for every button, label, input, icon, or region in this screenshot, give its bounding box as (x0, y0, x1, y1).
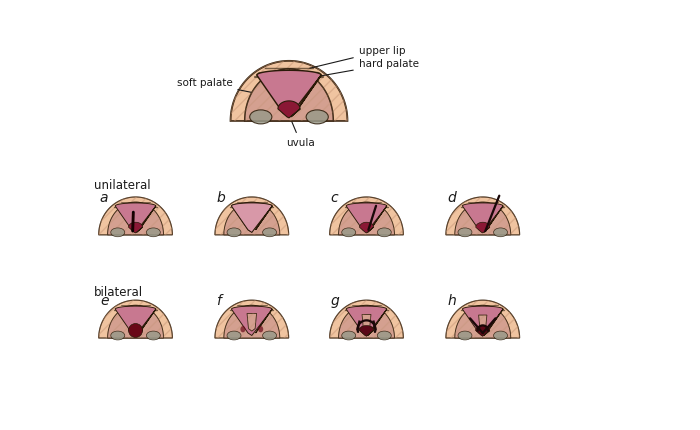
Ellipse shape (111, 331, 125, 340)
Polygon shape (215, 197, 288, 235)
Text: b: b (216, 191, 225, 205)
Ellipse shape (247, 203, 250, 207)
Ellipse shape (342, 228, 356, 237)
Polygon shape (245, 69, 333, 121)
Polygon shape (257, 70, 321, 117)
Ellipse shape (258, 326, 263, 332)
Ellipse shape (458, 331, 472, 340)
Ellipse shape (129, 323, 143, 338)
Polygon shape (99, 300, 172, 338)
Polygon shape (360, 326, 374, 336)
Text: g: g (331, 294, 340, 308)
Ellipse shape (262, 228, 276, 237)
Polygon shape (132, 213, 134, 230)
Ellipse shape (131, 203, 134, 207)
Ellipse shape (362, 307, 365, 310)
Ellipse shape (281, 71, 286, 77)
Ellipse shape (494, 331, 508, 340)
Polygon shape (247, 313, 257, 331)
Polygon shape (446, 197, 519, 235)
Ellipse shape (377, 331, 391, 340)
Polygon shape (232, 203, 272, 232)
Polygon shape (224, 305, 280, 338)
Ellipse shape (262, 331, 276, 340)
Polygon shape (99, 197, 172, 235)
Ellipse shape (484, 307, 487, 310)
Polygon shape (215, 300, 288, 338)
Polygon shape (232, 203, 272, 232)
Text: upper lip: upper lip (310, 46, 405, 68)
Polygon shape (476, 326, 490, 336)
Polygon shape (346, 306, 387, 335)
Ellipse shape (494, 228, 508, 237)
Ellipse shape (253, 307, 257, 310)
Polygon shape (463, 203, 503, 232)
Polygon shape (476, 326, 490, 336)
Polygon shape (463, 306, 503, 335)
Polygon shape (116, 203, 156, 232)
Ellipse shape (306, 110, 328, 124)
Ellipse shape (478, 307, 481, 310)
Text: h: h (447, 294, 456, 308)
Ellipse shape (478, 203, 481, 207)
Ellipse shape (227, 228, 241, 237)
Ellipse shape (368, 203, 371, 207)
Polygon shape (479, 315, 487, 330)
Ellipse shape (131, 307, 134, 310)
Polygon shape (346, 203, 387, 232)
Polygon shape (360, 326, 374, 336)
Text: a: a (100, 191, 108, 205)
Polygon shape (129, 326, 143, 336)
Polygon shape (339, 202, 395, 235)
Text: bilateral: bilateral (94, 286, 143, 299)
Text: soft palate: soft palate (176, 78, 266, 95)
Polygon shape (330, 197, 403, 235)
Ellipse shape (137, 203, 140, 207)
Polygon shape (230, 61, 347, 121)
Polygon shape (232, 306, 272, 335)
Text: c: c (331, 191, 339, 205)
Ellipse shape (368, 307, 371, 310)
Polygon shape (455, 202, 511, 235)
Polygon shape (476, 222, 490, 233)
Ellipse shape (137, 307, 140, 310)
Polygon shape (116, 306, 156, 335)
Polygon shape (339, 305, 395, 338)
Ellipse shape (146, 331, 160, 340)
Text: f: f (216, 294, 221, 308)
Text: d: d (447, 191, 456, 205)
Ellipse shape (362, 203, 365, 207)
Ellipse shape (377, 228, 391, 237)
Polygon shape (129, 222, 143, 233)
Text: e: e (100, 294, 108, 308)
Polygon shape (330, 300, 403, 338)
Text: uvula: uvula (286, 117, 315, 148)
Text: unilateral: unilateral (94, 178, 150, 192)
Ellipse shape (247, 307, 250, 310)
Polygon shape (108, 305, 164, 338)
Ellipse shape (458, 228, 472, 237)
Polygon shape (446, 300, 519, 338)
Ellipse shape (342, 331, 356, 340)
Polygon shape (108, 202, 164, 235)
Ellipse shape (484, 203, 487, 207)
Ellipse shape (253, 203, 257, 207)
Ellipse shape (250, 110, 272, 124)
Ellipse shape (291, 71, 297, 77)
Ellipse shape (227, 331, 241, 340)
Polygon shape (362, 314, 371, 331)
Ellipse shape (240, 326, 246, 332)
Polygon shape (360, 222, 374, 233)
Text: hard palate: hard palate (307, 59, 419, 78)
Polygon shape (455, 305, 511, 338)
Ellipse shape (111, 228, 125, 237)
Polygon shape (278, 101, 300, 118)
Polygon shape (224, 202, 280, 235)
Ellipse shape (146, 228, 160, 237)
